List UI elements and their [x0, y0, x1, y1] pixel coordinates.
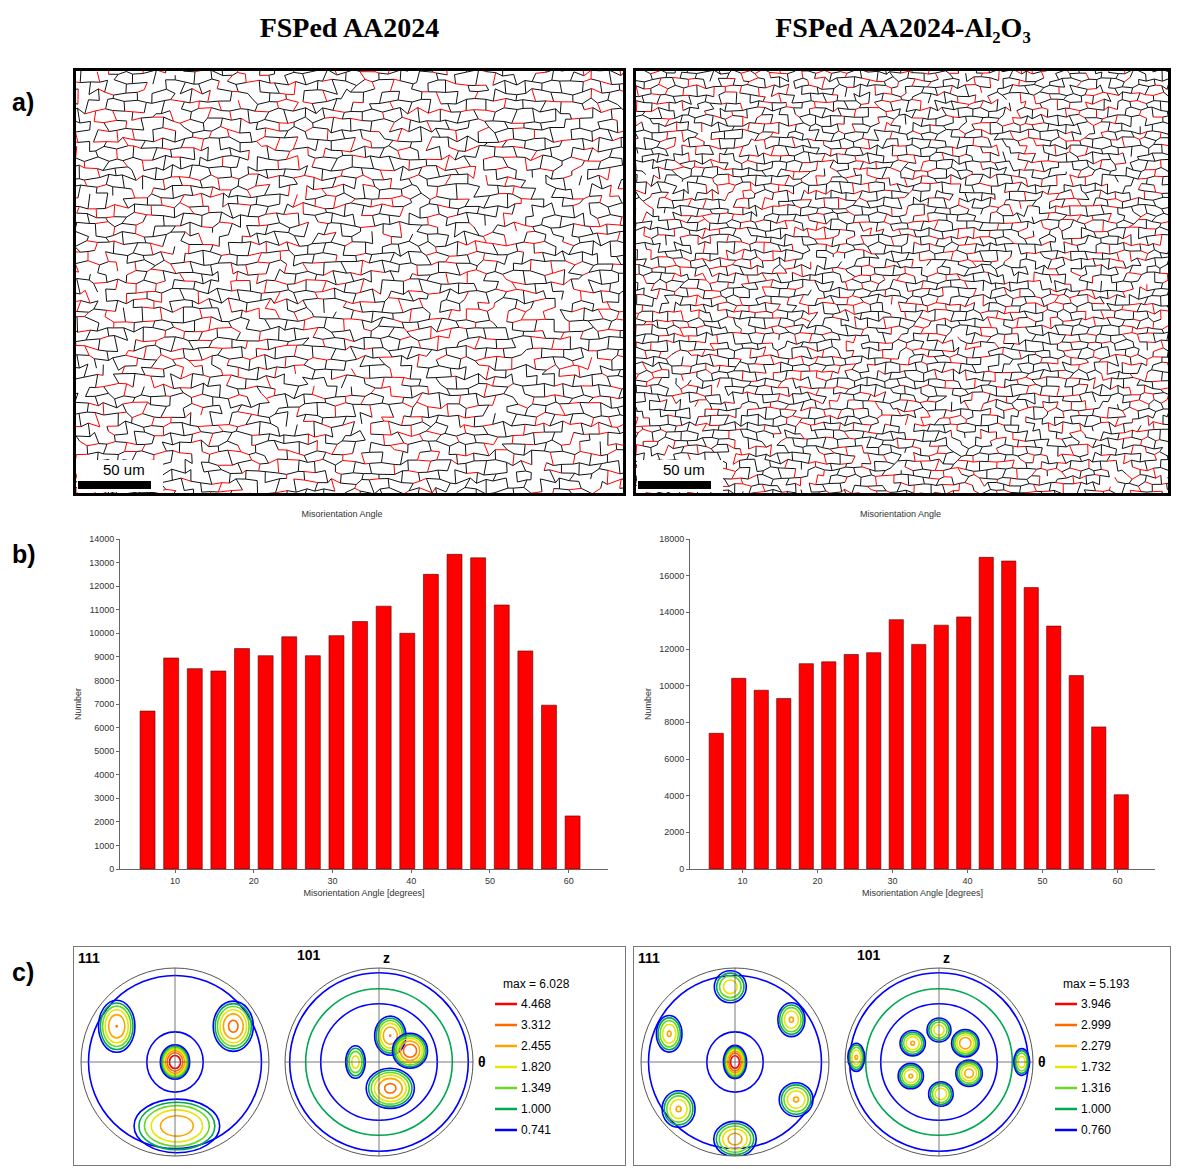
svg-text:13000: 13000 [89, 558, 114, 568]
svg-text:50: 50 [1037, 876, 1047, 886]
html-text:b): b) [12, 540, 36, 568]
svg-text:2.279: 2.279 [1081, 1039, 1111, 1053]
svg-text:3000: 3000 [94, 793, 114, 803]
svg-text:60: 60 [1112, 876, 1122, 886]
svg-text:1.316: 1.316 [1081, 1081, 1111, 1095]
svg-text:4000: 4000 [664, 791, 684, 801]
svg-text:111: 111 [78, 950, 100, 966]
svg-text:0.741: 0.741 [521, 1123, 551, 1137]
svg-text:θ: θ [1038, 1054, 1046, 1070]
svg-text:16000: 16000 [659, 571, 684, 581]
svg-text:Number: Number [643, 688, 653, 720]
svg-text:10: 10 [737, 876, 747, 886]
svg-text:20: 20 [812, 876, 822, 886]
svg-text:1.000: 1.000 [1081, 1102, 1111, 1116]
svg-text:30: 30 [328, 876, 338, 886]
svg-text:max = 5.193: max = 5.193 [1063, 977, 1130, 991]
svg-text:3.312: 3.312 [521, 1018, 551, 1032]
svg-text:z: z [943, 950, 950, 966]
svg-text:60: 60 [564, 876, 574, 886]
svg-text:50 um: 50 um [103, 461, 145, 478]
svg-text:14000: 14000 [659, 607, 684, 617]
svg-text:1.820: 1.820 [521, 1060, 551, 1074]
svg-text:max = 6.028: max = 6.028 [503, 977, 570, 991]
svg-text:40: 40 [406, 876, 416, 886]
svg-text:30: 30 [887, 876, 897, 886]
svg-text:0.760: 0.760 [1081, 1123, 1111, 1137]
svg-text:6000: 6000 [664, 754, 684, 764]
svg-text:9000: 9000 [94, 652, 114, 662]
svg-text:1000: 1000 [94, 841, 114, 851]
svg-text:8000: 8000 [664, 717, 684, 727]
svg-text:7000: 7000 [94, 699, 114, 709]
svg-text:20: 20 [249, 876, 259, 886]
html-text:a): a) [12, 88, 35, 116]
svg-text:3.946: 3.946 [1081, 997, 1111, 1011]
svg-text:14000: 14000 [89, 534, 114, 544]
svg-text:Misorientation Angle: Misorientation Angle [301, 509, 382, 519]
svg-text:2.999: 2.999 [1081, 1018, 1111, 1032]
svg-text:11000: 11000 [90, 605, 114, 615]
svg-text:10000: 10000 [659, 681, 684, 691]
svg-text:Misorientation Angle: Misorientation Angle [860, 509, 941, 519]
svg-text:50: 50 [485, 876, 495, 886]
svg-text:10000: 10000 [89, 628, 114, 638]
svg-text:12000: 12000 [89, 581, 114, 591]
svg-text:Number: Number [73, 688, 83, 720]
svg-text:Misorientation Angle [degrees]: Misorientation Angle [degrees] [303, 888, 424, 898]
svg-text:5000: 5000 [94, 746, 114, 756]
svg-text:1.000: 1.000 [521, 1102, 551, 1116]
svg-text:18000: 18000 [659, 534, 684, 544]
svg-text:4.468: 4.468 [521, 997, 551, 1011]
svg-text:6000: 6000 [94, 723, 114, 733]
svg-text:0: 0 [679, 864, 684, 874]
svg-text:2000: 2000 [664, 827, 684, 837]
svg-text:1.349: 1.349 [521, 1081, 551, 1095]
svg-text:40: 40 [962, 876, 972, 886]
html-text:FSPed AA2024: FSPed AA2024 [259, 12, 440, 43]
svg-text:0: 0 [109, 864, 114, 874]
html-text:FSPed AA2024-Al₂O₃: FSPed AA2024-Al₂O₃ [775, 12, 1031, 43]
svg-text:Misorientation Angle [degrees]: Misorientation Angle [degrees] [862, 888, 983, 898]
svg-text:111: 111 [638, 950, 660, 966]
svg-text:101: 101 [297, 947, 321, 963]
svg-text:2.455: 2.455 [521, 1039, 551, 1053]
svg-text:12000: 12000 [659, 644, 684, 654]
svg-text:2000: 2000 [94, 817, 114, 827]
svg-text:50 um: 50 um [663, 461, 705, 478]
svg-text:4000: 4000 [94, 770, 114, 780]
svg-text:θ: θ [478, 1054, 486, 1070]
html-text:c): c) [12, 958, 35, 986]
svg-text:8000: 8000 [94, 676, 114, 686]
svg-text:1.732: 1.732 [1081, 1060, 1111, 1074]
svg-text:10: 10 [170, 876, 180, 886]
svg-text:101: 101 [857, 947, 881, 963]
svg-text:z: z [383, 950, 390, 966]
